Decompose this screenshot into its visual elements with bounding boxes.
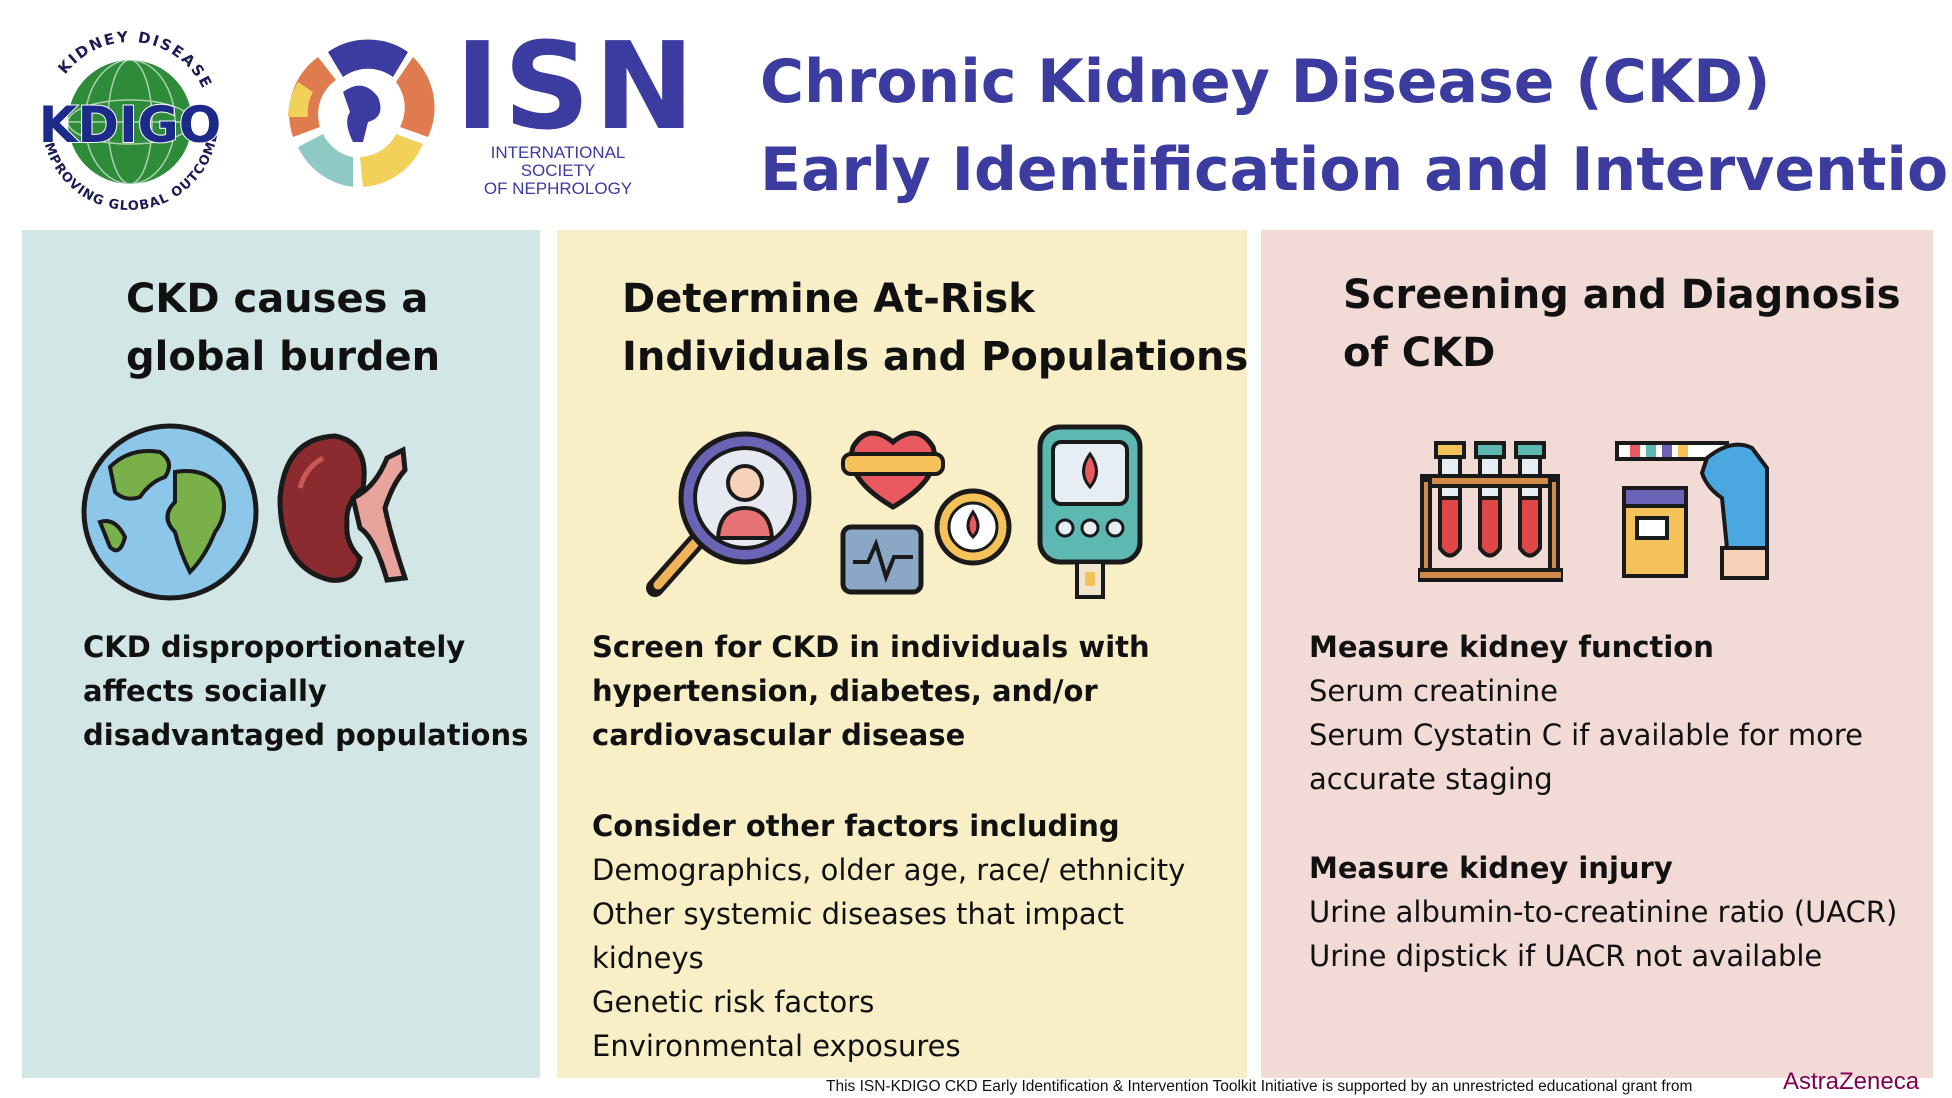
burden-text-line3: disadvantaged populations: [83, 718, 529, 752]
urine-dipstick-icon: [1615, 441, 1769, 580]
title-line1: Chronic Kidney Disease (CKD): [760, 47, 1771, 117]
screening-injury-heading: Measure kidney injury: [1309, 851, 1673, 885]
risk-heading-line2: Individuals and Populations: [622, 334, 1249, 380]
globe-icon: [81, 423, 259, 601]
kdigo-name: KDIGO: [39, 96, 221, 154]
risk-factor-environmental: Environmental exposures: [592, 1029, 961, 1063]
screening-heading: Screening and Diagnosis of CKD: [1343, 266, 1901, 382]
burden-text-line2: affects socially: [83, 674, 327, 708]
heart-monitor-icon: [840, 430, 1012, 595]
risk-heading: Determine At-Risk Individuals and Popula…: [622, 270, 1248, 386]
screening-function-creatinine: Serum creatinine: [1309, 674, 1558, 708]
screening-function-heading: Measure kidney function: [1309, 630, 1714, 664]
burden-text-line1: CKD disproportionately: [83, 630, 466, 664]
burden-heading-line2: global burden: [126, 334, 441, 380]
screening-injury: Measure kidney injury Urine albumin-to-c…: [1309, 846, 1897, 978]
sponsor-logo: AstraZeneca: [1783, 1068, 1920, 1095]
screening-injury-dipstick: Urine dipstick if UACR not available: [1309, 939, 1823, 973]
screening-function: Measure kidney function Serum creatinine…: [1309, 625, 1863, 801]
screening-injury-uacr: Urine albumin-to-creatinine ratio (UACR): [1309, 895, 1898, 929]
page-title: Chronic Kidney Disease (CKD) Early Ident…: [760, 38, 1952, 214]
risk-screen-line1: Screen for CKD in individuals with: [592, 630, 1150, 664]
screening-function-cystatin-line1: Serum Cystatin C if available for more: [1309, 718, 1863, 752]
risk-consider-heading: Consider other factors including: [592, 809, 1120, 843]
screening-heading-line2: of CKD: [1343, 330, 1496, 376]
test-tubes-icon: [1418, 441, 1563, 582]
risk-factor-systemic-line1: Other systemic diseases that impact: [592, 897, 1124, 931]
isn-name: ISN: [455, 18, 699, 157]
isn-logo-mark: [288, 39, 435, 187]
risk-screen-line3: cardiovascular disease: [592, 718, 966, 752]
isn-subtitle: INTERNATIONAL SOCIETY OF NEPHROLOGY: [458, 144, 658, 198]
risk-factor-genetic: Genetic risk factors: [592, 985, 875, 1019]
glucometer-icon: [1037, 424, 1143, 599]
burden-text: CKD disproportionately affects socially …: [83, 625, 528, 757]
burden-heading: CKD causes a global burden: [126, 270, 440, 386]
panel-screening: [1261, 230, 1933, 1078]
panel-at-risk: [557, 230, 1247, 1078]
kidney-icon: [277, 433, 409, 583]
screening-function-cystatin-line2: accurate staging: [1309, 762, 1553, 796]
isn-sub-line2: OF NEPHROLOGY: [483, 179, 633, 198]
screening-heading-line1: Screening and Diagnosis: [1343, 272, 1901, 318]
risk-factor-systemic-line2: kidneys: [592, 941, 704, 975]
footer-text: This ISN-KDIGO CKD Early Identification …: [826, 1078, 1693, 1095]
isn-sub-line1: INTERNATIONAL SOCIETY: [490, 143, 626, 180]
magnifier-person-icon: [646, 431, 812, 597]
risk-heading-line1: Determine At-Risk: [622, 276, 1035, 322]
risk-screen-line2: hypertension, diabetes, and/or: [592, 674, 1098, 708]
title-line2: Early Identification and Intervention: [760, 135, 1952, 205]
risk-factors: Consider other factors including Demogra…: [592, 804, 1185, 1068]
risk-screen-text: Screen for CKD in individuals with hyper…: [592, 625, 1150, 757]
burden-heading-line1: CKD causes a: [126, 276, 429, 322]
risk-factor-demographics: Demographics, older age, race/ ethnicity: [592, 853, 1186, 887]
panel-global-burden: [22, 230, 540, 1078]
kdigo-logo: KIDNEY DISEASE IMPROVING GLOBAL OUTCOMES…: [38, 28, 222, 212]
